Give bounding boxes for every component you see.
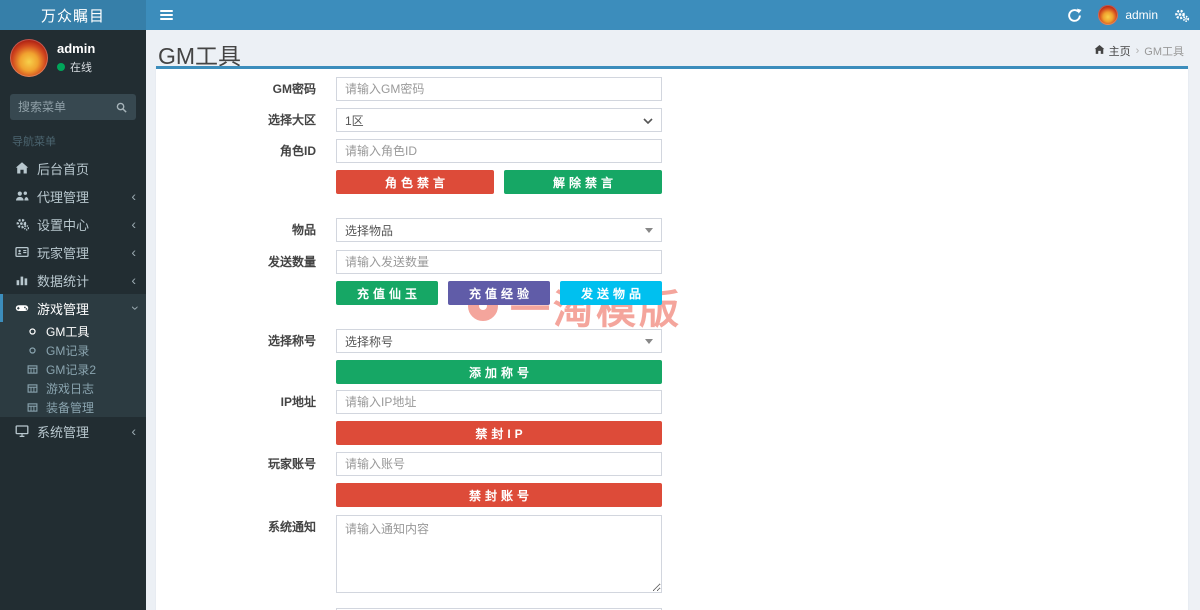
id-card-icon (14, 245, 29, 259)
sidebar-item-game-management[interactable]: 游戏管理 ‹ (0, 294, 146, 322)
brand-title: 万众瞩目 (0, 0, 146, 30)
search-input[interactable] (18, 100, 115, 114)
chevron-down-icon: ‹ (125, 305, 142, 311)
breadcrumb-separator: › (1135, 45, 1140, 57)
nav-section-label: 导航菜单 (12, 136, 56, 148)
page-title: GM工具 (158, 43, 242, 69)
zone-select-value: 1区 (345, 113, 364, 128)
send-count-label: 发送数量 (267, 255, 316, 269)
role-id-input[interactable] (336, 139, 662, 163)
sidebar-menu: 后台首页 代理管理 ‹ 设置中心 ‹ 玩家管理 ‹ 数据统计 ‹ 游戏管理 ‹ (0, 154, 146, 445)
circle-icon (26, 345, 39, 356)
chevron-left-icon: ‹ (131, 244, 136, 260)
notice-label: 系统通知 (267, 520, 316, 534)
send-item-button[interactable]: 发送物品 (560, 281, 662, 305)
gamepad-icon (14, 301, 29, 315)
zone-select[interactable]: 1区 (336, 108, 662, 132)
sidebar-username: admin (57, 41, 96, 56)
sidebar-toggle-icon[interactable] (152, 0, 180, 30)
submenu-item-game-logs[interactable]: 游戏日志 (0, 379, 146, 398)
avatar (1098, 5, 1119, 25)
top-navbar: 万众瞩目 admin (0, 0, 1200, 30)
sidebar: admin 在线 导航菜单 后台首页 代理管理 ‹ 设置中心 ‹ 玩家管理 (0, 30, 146, 610)
search-icon[interactable] (115, 101, 128, 114)
online-status: 在线 (57, 59, 92, 75)
send-count-input[interactable] (336, 250, 662, 274)
ban-account-button[interactable]: 禁封账号 (336, 483, 662, 507)
breadcrumb: 主页 › GM工具 (1094, 43, 1184, 59)
user-panel: admin 在线 (0, 30, 146, 88)
sidebar-item-players[interactable]: 玩家管理 ‹ (0, 238, 146, 266)
sidebar-search (10, 94, 136, 120)
submenu-item-gm-tools[interactable]: GM工具 (0, 322, 146, 341)
breadcrumb-current: GM工具 (1144, 46, 1184, 58)
breadcrumb-home-link[interactable]: 主页 (1094, 43, 1131, 59)
user-menu[interactable]: admin (1098, 5, 1158, 25)
caret-down-icon (645, 227, 653, 233)
recharge-jade-button[interactable]: 充值仙玉 (336, 281, 438, 305)
item-select[interactable]: 选择物品 (336, 218, 662, 242)
refresh-icon[interactable] (1067, 8, 1082, 23)
table-icon (26, 402, 39, 413)
ban-ip-button[interactable]: 禁封IP (336, 421, 662, 445)
sidebar-item-stats[interactable]: 数据统计 ‹ (0, 266, 146, 294)
online-dot-icon (57, 63, 65, 71)
zone-label: 选择大区 (267, 113, 316, 127)
sidebar-item-dashboard[interactable]: 后台首页 (0, 154, 146, 182)
chevron-left-icon: ‹ (131, 216, 136, 232)
sidebar-item-system[interactable]: 系统管理 ‹ (0, 417, 146, 445)
desktop-icon (14, 424, 29, 438)
sidebar-item-settings[interactable]: 设置中心 ‹ (0, 210, 146, 238)
caret-down-icon (645, 338, 653, 344)
chevron-left-icon: ‹ (131, 423, 136, 439)
ip-input[interactable] (336, 390, 662, 414)
title-select-label: 选择称号 (267, 334, 316, 348)
role-id-label: 角色ID (279, 144, 316, 158)
navbar-username: admin (1125, 8, 1158, 22)
add-title-button[interactable]: 添加称号 (336, 360, 662, 384)
chevron-down-icon (643, 113, 653, 127)
avatar (10, 39, 48, 77)
unmute-role-button[interactable]: 解除禁言 (504, 170, 662, 194)
table-icon (26, 383, 39, 394)
ip-label: IP地址 (280, 395, 316, 409)
gm-password-label: GM密码 (272, 82, 316, 96)
chevron-left-icon: ‹ (131, 188, 136, 204)
item-label: 物品 (291, 223, 316, 237)
title-select-value: 选择称号 (345, 334, 394, 349)
title-select[interactable]: 选择称号 (336, 329, 662, 353)
content-area: GM工具 主页 › GM工具 一淘模版 GM密码 选择大区 1区 (146, 30, 1200, 610)
sidebar-item-agents[interactable]: 代理管理 ‹ (0, 182, 146, 210)
table-icon (26, 364, 39, 375)
recharge-exp-button[interactable]: 充值经验 (448, 281, 550, 305)
home-icon (1094, 44, 1105, 58)
submenu-item-gm-records2[interactable]: GM记录2 (0, 360, 146, 379)
cogs-icon (14, 217, 29, 231)
account-label: 玩家账号 (267, 457, 316, 471)
gm-password-input[interactable] (336, 77, 662, 101)
bottom-partial-input[interactable] (336, 608, 662, 610)
circle-icon (26, 326, 39, 337)
mute-role-button[interactable]: 角色禁言 (336, 170, 494, 194)
right-gutter (1190, 30, 1200, 610)
account-input[interactable] (336, 452, 662, 476)
gm-tools-card: 一淘模版 GM密码 选择大区 1区 角色ID 角色禁言 解除禁言 (156, 66, 1188, 610)
gears-icon[interactable] (1174, 8, 1190, 23)
chart-icon (14, 273, 29, 287)
chevron-left-icon: ‹ (131, 272, 136, 288)
submenu-item-equipment[interactable]: 装备管理 (0, 398, 146, 417)
users-icon (14, 189, 29, 203)
submenu-item-gm-records[interactable]: GM记录 (0, 341, 146, 360)
item-select-value: 选择物品 (345, 223, 394, 238)
game-management-submenu: GM工具 GM记录 GM记录2 游戏日志 装备管理 (0, 322, 146, 417)
home-icon (14, 161, 29, 175)
treeview-game-management: 游戏管理 ‹ GM工具 GM记录 GM记录2 游戏日志 (0, 294, 146, 417)
notice-textarea[interactable] (336, 515, 662, 593)
